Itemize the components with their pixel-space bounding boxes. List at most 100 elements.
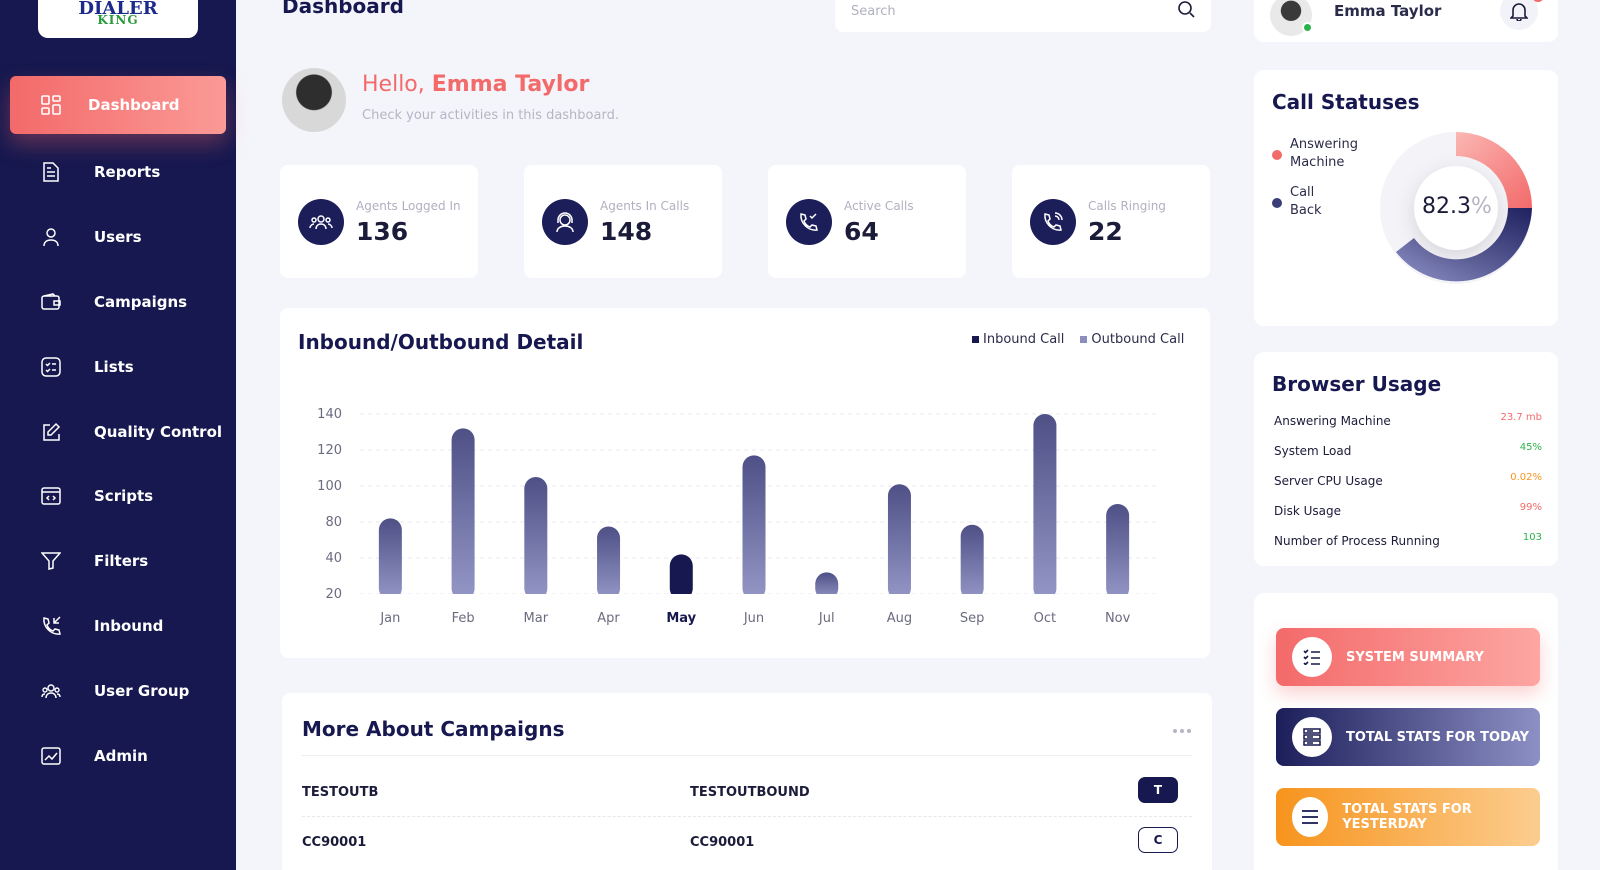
logo-line1: DIALER — [78, 0, 158, 20]
notification-bell-icon[interactable] — [1500, 0, 1538, 30]
legend-answering-machine: Answering Machine — [1290, 137, 1358, 170]
bar-apr[interactable] — [597, 526, 621, 601]
filter-icon — [40, 550, 62, 572]
legend-outbound[interactable]: Outbound Call — [1080, 332, 1184, 347]
bar-nov[interactable] — [1106, 504, 1130, 600]
total-stats-yesterday-button[interactable]: TOTAL STATS FOR YESTERDAY — [1276, 788, 1540, 846]
y-tick-label: 140 — [317, 407, 342, 422]
list-icon — [1292, 637, 1332, 677]
stat-card-active-calls: Active Calls 64 — [768, 165, 966, 278]
total-stats-today-button[interactable]: TOTAL STATS FOR TODAY — [1276, 708, 1540, 766]
browser-usage-card: Browser Usage Answering Machine 23.7 mb … — [1254, 352, 1558, 566]
server-icon — [1292, 717, 1332, 757]
usage-row: Answering Machine 23.7 mb — [1274, 412, 1542, 428]
logo[interactable]: DIALER KING — [38, 0, 198, 38]
x-tick-label: Nov — [1105, 611, 1131, 626]
table-row[interactable]: TESTOUTB TESTOUTBOUND T — [302, 767, 1192, 817]
sidebar-item-quality-control[interactable]: Quality Control — [10, 403, 226, 461]
notification-badge — [1532, 0, 1544, 2]
search-icon[interactable] — [1177, 0, 1195, 22]
bar-jul[interactable] — [815, 572, 839, 600]
group-icon — [40, 680, 62, 702]
y-tick-label: 40 — [325, 551, 342, 566]
legend-label: Inbound Call — [983, 332, 1065, 347]
bar-oct[interactable] — [1033, 414, 1057, 600]
headset-agent-icon — [542, 199, 588, 245]
logo-line2: KING — [97, 13, 139, 28]
sidebar-item-scripts[interactable]: Scripts — [10, 467, 226, 525]
donut-chart — [1380, 132, 1532, 284]
greeting-subtitle: Check your activities in this dashboard. — [362, 108, 619, 123]
sidebar-item-label: Admin — [94, 747, 148, 765]
bar-jun[interactable] — [742, 455, 766, 600]
user-icon — [40, 226, 62, 248]
phone-check-icon — [786, 199, 832, 245]
x-tick-label: Oct — [1034, 611, 1056, 626]
campaign-tag[interactable]: T — [1138, 777, 1178, 803]
campaigns-card: More About Campaigns TESTOUTB TESTOUTBOU… — [282, 693, 1212, 870]
bar-jan[interactable] — [378, 518, 402, 600]
sidebar-item-label: Filters — [94, 552, 149, 570]
stat-value: 64 — [844, 217, 879, 246]
sidebar-item-users[interactable]: Users — [10, 208, 226, 266]
bar-mar[interactable] — [524, 477, 548, 600]
chart-title: Inbound/Outbound Detail — [298, 330, 584, 354]
donut-value-number: 82.3 — [1422, 194, 1472, 219]
button-label: TOTAL STATS FOR YESTERDAY — [1342, 802, 1472, 832]
legend-swatch — [1080, 336, 1088, 343]
sidebar-item-lists[interactable]: Lists — [10, 338, 226, 396]
greeting-hello: Hello, — [362, 72, 425, 97]
x-tick-label: May — [666, 611, 696, 626]
divider — [302, 755, 1192, 756]
x-tick-label: Jun — [743, 611, 764, 626]
bar-sep[interactable] — [960, 524, 984, 600]
usage-label: Answering Machine — [1274, 414, 1391, 428]
search-input[interactable] — [851, 3, 1177, 19]
edit-icon — [40, 421, 62, 443]
grid-icon — [40, 94, 62, 116]
call-statuses-card: Call Statuses Answering Machine Call Bac… — [1254, 70, 1558, 326]
ellipsis-icon[interactable] — [1172, 719, 1192, 738]
table-row[interactable]: CC90001 CC90001 C — [302, 817, 1192, 867]
sidebar-item-label: Scripts — [94, 487, 154, 505]
x-tick-label: Apr — [597, 611, 620, 626]
baseline-mask — [360, 594, 1160, 602]
sidebar-item-admin[interactable]: Admin — [10, 727, 226, 785]
phone-incoming-icon — [40, 615, 62, 637]
phone-ringing-icon — [1030, 199, 1076, 245]
y-tick-label: 80 — [325, 515, 342, 530]
sidebar-item-label: Reports — [94, 163, 161, 181]
usage-value: 103 — [1522, 532, 1542, 543]
stat-label: Active Calls — [844, 199, 914, 213]
y-tick-label: 100 — [317, 479, 342, 494]
sidebar-item-reports[interactable]: Reports — [10, 143, 226, 201]
search-bar — [835, 0, 1211, 32]
online-status-dot — [1302, 22, 1313, 33]
sidebar-item-user-group[interactable]: User Group — [10, 662, 226, 720]
usage-row: System Load 45% — [1274, 442, 1542, 458]
donut-segment-call-back — [1396, 208, 1532, 282]
logo-text: DIALER KING — [78, 0, 158, 28]
x-tick-label: Mar — [524, 611, 549, 626]
legend-inbound[interactable]: Inbound Call — [972, 332, 1064, 347]
donut-segment-answering-machine — [1456, 132, 1532, 208]
sidebar-item-dashboard[interactable]: Dashboard — [10, 76, 226, 134]
user-menu[interactable]: Emma Taylor — [1254, 0, 1558, 42]
usage-value: 45% — [1519, 442, 1542, 453]
bar-aug[interactable] — [887, 484, 911, 600]
legend-swatch — [972, 336, 979, 343]
sidebar-item-filters[interactable]: Filters — [10, 532, 226, 590]
sidebar-item-campaigns[interactable]: Campaigns — [10, 273, 226, 331]
x-tick-label: Jan — [379, 611, 400, 626]
bar-may[interactable] — [669, 554, 693, 600]
system-summary-button[interactable]: SYSTEM SUMMARY — [1276, 628, 1540, 686]
stat-card-agents-in-calls: Agents In Calls 148 — [524, 165, 722, 278]
sidebar-item-inbound[interactable]: Inbound — [10, 597, 226, 655]
bar-feb[interactable] — [451, 428, 475, 600]
donut-center — [1414, 166, 1498, 250]
campaign-tag[interactable]: C — [1138, 827, 1178, 853]
x-tick-label: Jul — [818, 611, 835, 626]
usage-label: Server CPU Usage — [1274, 474, 1383, 488]
sidebar-item-label: User Group — [94, 682, 190, 700]
inbound-outbound-chart-card: Inbound/Outbound Detail Inbound Call Out… — [280, 308, 1210, 658]
